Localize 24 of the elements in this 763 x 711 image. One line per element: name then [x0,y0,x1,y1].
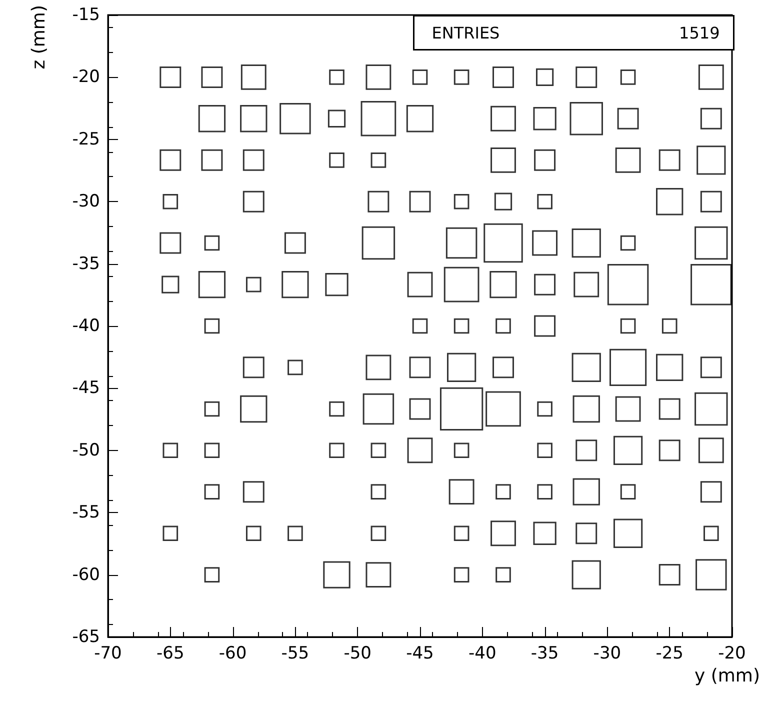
y-tick-label: -50 [72,440,100,460]
y-tick-label: -30 [72,192,100,212]
x-axis-title: y (mm) [694,666,760,686]
x-tick-label: -25 [656,644,684,664]
x-tick-label: -40 [468,644,496,664]
x-tick-label: -60 [218,644,247,664]
y-axis-title: z (mm) [28,5,50,70]
x-tick-label: -30 [593,644,622,664]
x-tick-label: -65 [156,644,184,664]
x-tick-label: -20 [718,644,746,664]
x-tick-label: -35 [530,644,559,664]
y-tick-label: -15 [72,5,100,25]
annotation: ENTRIES [432,23,500,42]
y-tick-label: -40 [72,316,100,336]
y-tick-label: -25 [72,129,100,150]
y-tick-label: -20 [72,67,100,88]
y-tick-label: -55 [72,502,100,523]
annotation: 1519 [679,23,720,42]
y-tick-label: -60 [72,564,100,585]
y-tick-label: -45 [72,378,100,398]
y-tick-label: -35 [72,254,100,274]
x-tick-label: -55 [281,644,310,664]
x-tick-label: -45 [406,644,434,664]
x-tick-label: -50 [344,644,372,664]
